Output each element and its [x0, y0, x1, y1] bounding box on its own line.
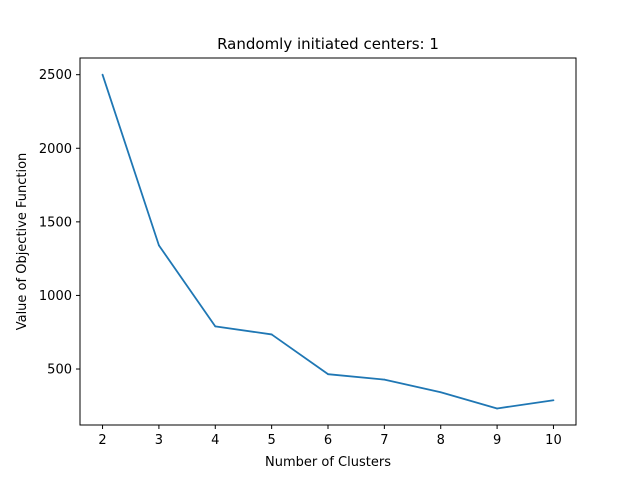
- x-tick-label: 8: [437, 433, 445, 448]
- data-point: [101, 73, 104, 76]
- data-point: [439, 391, 442, 394]
- y-axis-label: Value of Objective Function: [15, 153, 30, 331]
- y-tick-label: 2500: [39, 68, 72, 83]
- data-point: [158, 244, 160, 247]
- y-tick-label: 2000: [39, 142, 72, 157]
- series-layer: [101, 73, 555, 410]
- x-tick-label: 10: [545, 433, 562, 448]
- x-tick-label: 4: [211, 433, 219, 448]
- ticks-layer: 2 3 4 5 6 7 8 9 10 500 1000 1500 2000 2500: [39, 68, 562, 448]
- x-tick-label: 2: [98, 433, 106, 448]
- x-tick-label: 7: [380, 433, 388, 448]
- y-tick-label: 1500: [39, 215, 72, 230]
- x-tick-label: 3: [155, 433, 163, 448]
- data-point: [327, 373, 329, 376]
- x-tick-label: 9: [493, 433, 501, 448]
- plot-frame: [79, 57, 577, 426]
- data-point: [552, 399, 555, 402]
- plot-area: [80, 58, 576, 425]
- y-tick-label: 1000: [39, 289, 72, 304]
- data-point: [496, 407, 498, 410]
- data-point: [270, 333, 273, 336]
- data-point: [214, 325, 217, 328]
- x-tick-label: 5: [267, 433, 275, 448]
- y-tick-label: 500: [47, 363, 72, 378]
- chart-title: Randomly initiated centers: 1: [217, 35, 439, 53]
- x-tick-label: 6: [324, 433, 332, 448]
- x-axis-label: Number of Clusters: [265, 455, 391, 470]
- data-point: [383, 378, 386, 381]
